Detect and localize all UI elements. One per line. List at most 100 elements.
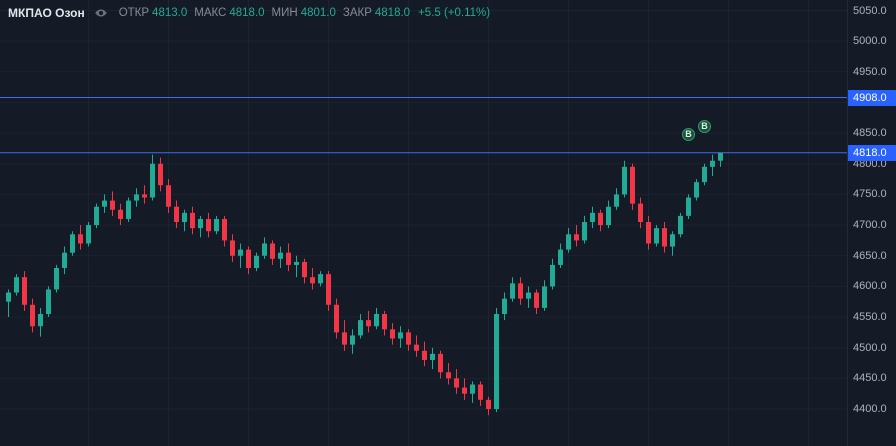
candle-body bbox=[694, 182, 699, 198]
candle-body bbox=[718, 152, 723, 161]
candle-body bbox=[606, 206, 611, 226]
candle-body bbox=[14, 277, 19, 293]
candle-body bbox=[566, 234, 571, 250]
candle-body bbox=[702, 166, 707, 183]
candle-body bbox=[62, 252, 67, 269]
candle-body bbox=[142, 194, 147, 198]
price-axis-label: 4450.0 bbox=[853, 372, 887, 385]
candle-body bbox=[438, 353, 443, 373]
candle-body bbox=[118, 209, 123, 219]
close-label: ЗАКР bbox=[342, 7, 372, 19]
candle-body bbox=[94, 206, 99, 226]
candle-body bbox=[662, 228, 667, 247]
candle-body bbox=[678, 215, 683, 235]
legend-close: ЗАКР 4818.0 bbox=[343, 7, 410, 19]
candle-body bbox=[542, 286, 547, 308]
candle-body bbox=[350, 335, 355, 345]
candle-body bbox=[38, 313, 43, 327]
candle-body bbox=[182, 212, 187, 223]
candle-body bbox=[262, 243, 267, 256]
close-value: 4818.0 bbox=[374, 7, 411, 19]
buy-trade-marker[interactable]: B bbox=[682, 127, 695, 141]
candle-body bbox=[254, 255, 259, 269]
candle-body bbox=[270, 243, 275, 259]
candle-body bbox=[238, 249, 243, 256]
price-axis-label: 4950.0 bbox=[853, 65, 887, 78]
open-value: 4813.0 bbox=[152, 7, 188, 19]
candle-body bbox=[598, 212, 603, 226]
candle-body bbox=[374, 313, 379, 327]
legend-low: МИН 4801.0 bbox=[272, 7, 336, 19]
candle-body bbox=[134, 194, 139, 201]
candle-body bbox=[630, 166, 635, 204]
candle-body bbox=[478, 384, 483, 400]
candle-body bbox=[166, 185, 171, 207]
price-line-badge[interactable]: 4908.0 bbox=[848, 89, 896, 106]
candle-body bbox=[710, 160, 715, 167]
candle-body bbox=[198, 218, 203, 229]
candle-body bbox=[398, 332, 403, 339]
candlestick-chart[interactable] bbox=[0, 0, 847, 446]
candle-body bbox=[670, 234, 675, 247]
symbol-title[interactable]: МКПАО Озон bbox=[8, 6, 85, 20]
candle-body bbox=[494, 313, 499, 410]
price-axis[interactable]: 5050.05000.04950.04900.04850.04800.04750… bbox=[847, 0, 896, 446]
candle-body bbox=[302, 261, 307, 278]
candle-body bbox=[550, 264, 555, 287]
candle-body bbox=[502, 298, 507, 314]
candle-body bbox=[446, 372, 451, 379]
candle-body bbox=[30, 304, 35, 327]
candle-body bbox=[518, 283, 523, 299]
price-axis-label: 5050.0 bbox=[853, 4, 887, 17]
candle-body bbox=[422, 350, 427, 360]
candle-body bbox=[574, 234, 579, 241]
candle-body bbox=[174, 206, 179, 223]
candle-body bbox=[414, 344, 419, 351]
candle-body bbox=[366, 320, 371, 327]
candle-body bbox=[534, 292, 539, 308]
candle-body bbox=[294, 261, 299, 265]
candle-body bbox=[406, 332, 411, 345]
buy-trade-marker[interactable]: B bbox=[698, 119, 711, 133]
candle-body bbox=[486, 399, 491, 410]
candle-body bbox=[110, 200, 115, 210]
price-line-badge[interactable]: 4818.0 bbox=[848, 144, 896, 161]
visibility-toggle-icon[interactable] bbox=[94, 7, 108, 19]
candle-body bbox=[342, 332, 347, 345]
price-axis-label: 4800.0 bbox=[853, 157, 887, 170]
price-axis-label: 5000.0 bbox=[853, 35, 887, 48]
candle-body bbox=[622, 166, 627, 195]
candle-body bbox=[430, 353, 435, 360]
candle-body bbox=[246, 249, 251, 269]
candle-body bbox=[206, 218, 211, 232]
candle-body bbox=[86, 225, 91, 244]
candle-body bbox=[22, 277, 27, 305]
candle-body bbox=[70, 234, 75, 253]
open-label: ОТКР bbox=[118, 7, 150, 19]
change-value: +5.5 (+0.11%) bbox=[418, 7, 491, 19]
price-axis-label: 4600.0 bbox=[853, 280, 887, 293]
candle-body bbox=[470, 384, 475, 394]
candle-body bbox=[78, 234, 83, 244]
candle-body bbox=[310, 277, 315, 284]
candle-body bbox=[510, 283, 515, 299]
candle-body bbox=[230, 240, 235, 256]
candle-body bbox=[526, 292, 531, 299]
candle-body bbox=[318, 274, 323, 284]
legend-open: ОТКР 4813.0 bbox=[119, 7, 188, 19]
price-axis-label: 4650.0 bbox=[853, 249, 887, 262]
candle-body bbox=[462, 387, 467, 394]
candle-body bbox=[102, 200, 107, 207]
candle-body bbox=[614, 194, 619, 207]
candle-body bbox=[126, 200, 131, 219]
price-axis-label: 4400.0 bbox=[853, 403, 887, 415]
candle-body bbox=[590, 212, 595, 223]
candle-body bbox=[382, 313, 387, 330]
low-label: МИН bbox=[271, 7, 298, 19]
candle-body bbox=[6, 292, 11, 302]
candle-body bbox=[214, 218, 219, 232]
legend-high: МАКС 4818.0 bbox=[194, 7, 264, 19]
candle-body bbox=[558, 249, 563, 265]
